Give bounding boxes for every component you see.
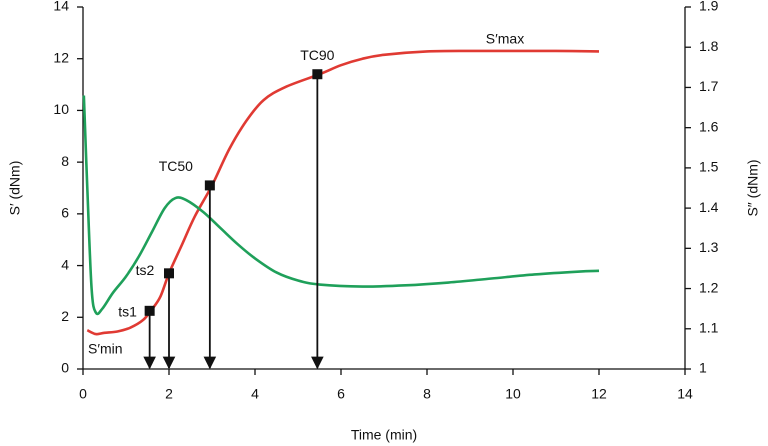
x-tick-label: 4 (251, 386, 259, 402)
y2-tick-label: 1.2 (699, 279, 719, 295)
line-series (82, 95, 600, 316)
x-tick-label: 2 (165, 386, 173, 402)
line-series (86, 49, 600, 336)
marker (204, 180, 215, 191)
y-tick-label: 8 (61, 153, 69, 169)
annotation-label: S′min (88, 341, 123, 357)
x-tick-label: 0 (79, 386, 87, 402)
y2-tick-label: 1.9 (699, 0, 719, 14)
y2-tick-label: 1.8 (699, 38, 719, 54)
x-tick-label: 8 (423, 386, 431, 402)
y2-tick-label: 1.4 (699, 199, 719, 215)
y-tick-label: 10 (53, 101, 69, 117)
marker (312, 69, 323, 80)
y2-tick-label: 1.7 (699, 78, 719, 94)
annotation-label: S′max (486, 31, 524, 47)
y2-axis-label: S″ (dNm) (745, 159, 761, 216)
y2-tick-label: 1.1 (699, 319, 719, 335)
y-axis-label: S′ (dNm) (7, 161, 23, 216)
y-tick-label: 14 (53, 0, 69, 14)
marker (144, 305, 155, 316)
y2-tick-label: 1 (699, 360, 707, 376)
y2-tick-label: 1.5 (699, 159, 719, 175)
annotation-label: ts2 (136, 262, 155, 278)
x-tick-label: 14 (677, 386, 693, 402)
annotation-label: ts1 (118, 304, 137, 320)
y-tick-label: 4 (61, 256, 69, 272)
y-tick-label: 6 (61, 205, 69, 221)
y-tick-label: 12 (53, 49, 69, 65)
y-tick-label: 0 (61, 360, 69, 376)
y-tick-label: 2 (61, 308, 69, 324)
x-tick-label: 10 (505, 386, 521, 402)
y2-tick-label: 1.3 (699, 239, 719, 255)
annotation-label: TC90 (300, 47, 334, 63)
x-tick-label: 6 (337, 386, 345, 402)
x-tick-label: 12 (591, 386, 607, 402)
x-axis-label: Time (min) (351, 427, 417, 443)
annotation-label: TC50 (159, 158, 193, 174)
marker (164, 268, 174, 279)
y2-tick-label: 1.6 (699, 118, 719, 134)
